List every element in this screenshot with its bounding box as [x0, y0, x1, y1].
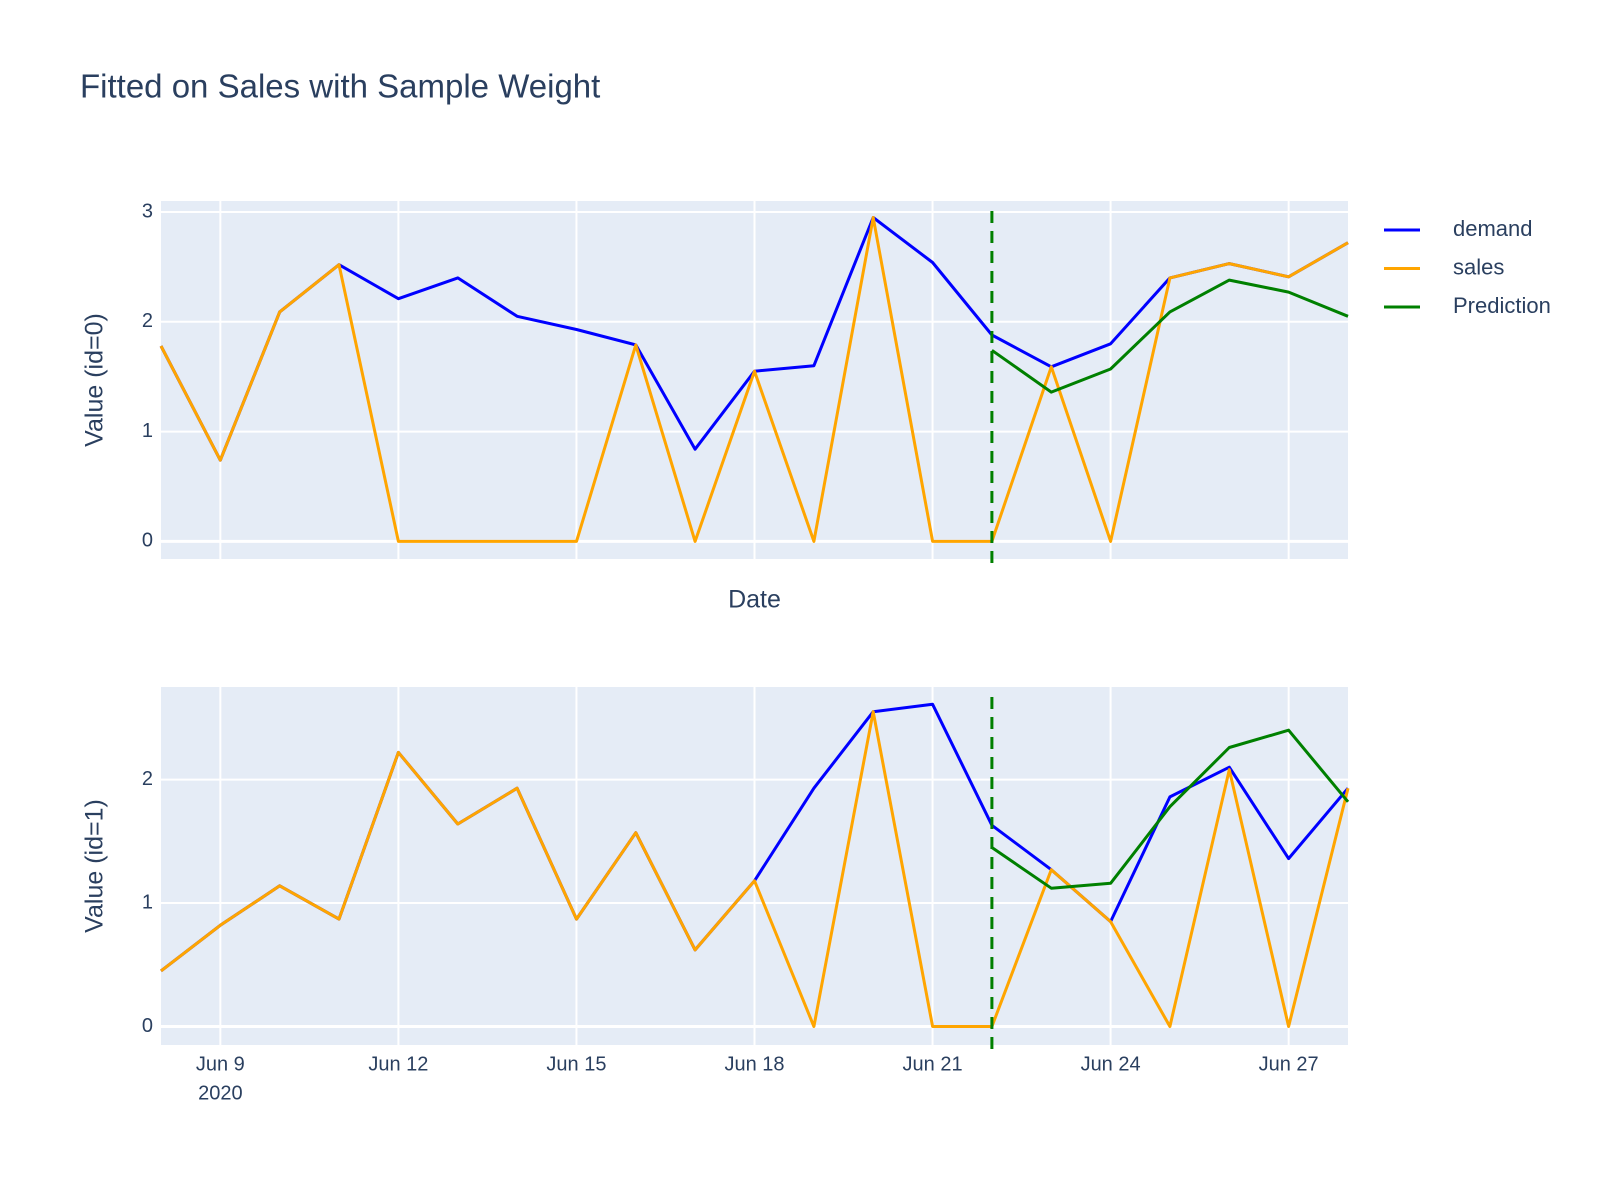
y-axis-label: Value (id=1) [81, 799, 109, 933]
x-tick-label: Jun 21 [903, 1053, 963, 1075]
x-tick-label: Jun 9 [196, 1053, 245, 1075]
x-tick-label: Jun 24 [1081, 1053, 1141, 1075]
y-tick-label: 0 [142, 1015, 153, 1037]
legend-label: Prediction [1453, 293, 1551, 318]
x-axis-label: Date [728, 586, 781, 614]
x-tick-label: 2020 [198, 1082, 243, 1104]
series-line [159, 216, 1349, 543]
y-tick-label: 2 [142, 768, 153, 790]
y-tick-label: 3 [142, 200, 153, 222]
chart-title: Fitted on Sales with Sample Weight [80, 68, 600, 105]
legend-label: demand [1453, 216, 1533, 241]
series-line [160, 710, 1350, 1028]
y-tick-label: 2 [142, 310, 153, 332]
series-line [991, 728, 1350, 890]
series-line [991, 278, 1349, 394]
y-axis-label: Value (id=0) [81, 313, 109, 447]
x-tick-label: Jun 12 [368, 1053, 428, 1075]
y-tick-label: 1 [142, 420, 153, 442]
y-tick-label: 0 [142, 530, 153, 552]
legend-label: sales [1453, 254, 1504, 279]
y-tick-label: 1 [142, 891, 153, 913]
x-tick-label: Jun 18 [724, 1053, 784, 1075]
x-tick-label: Jun 15 [546, 1053, 606, 1075]
x-tick-label: Jun 27 [1259, 1053, 1319, 1075]
